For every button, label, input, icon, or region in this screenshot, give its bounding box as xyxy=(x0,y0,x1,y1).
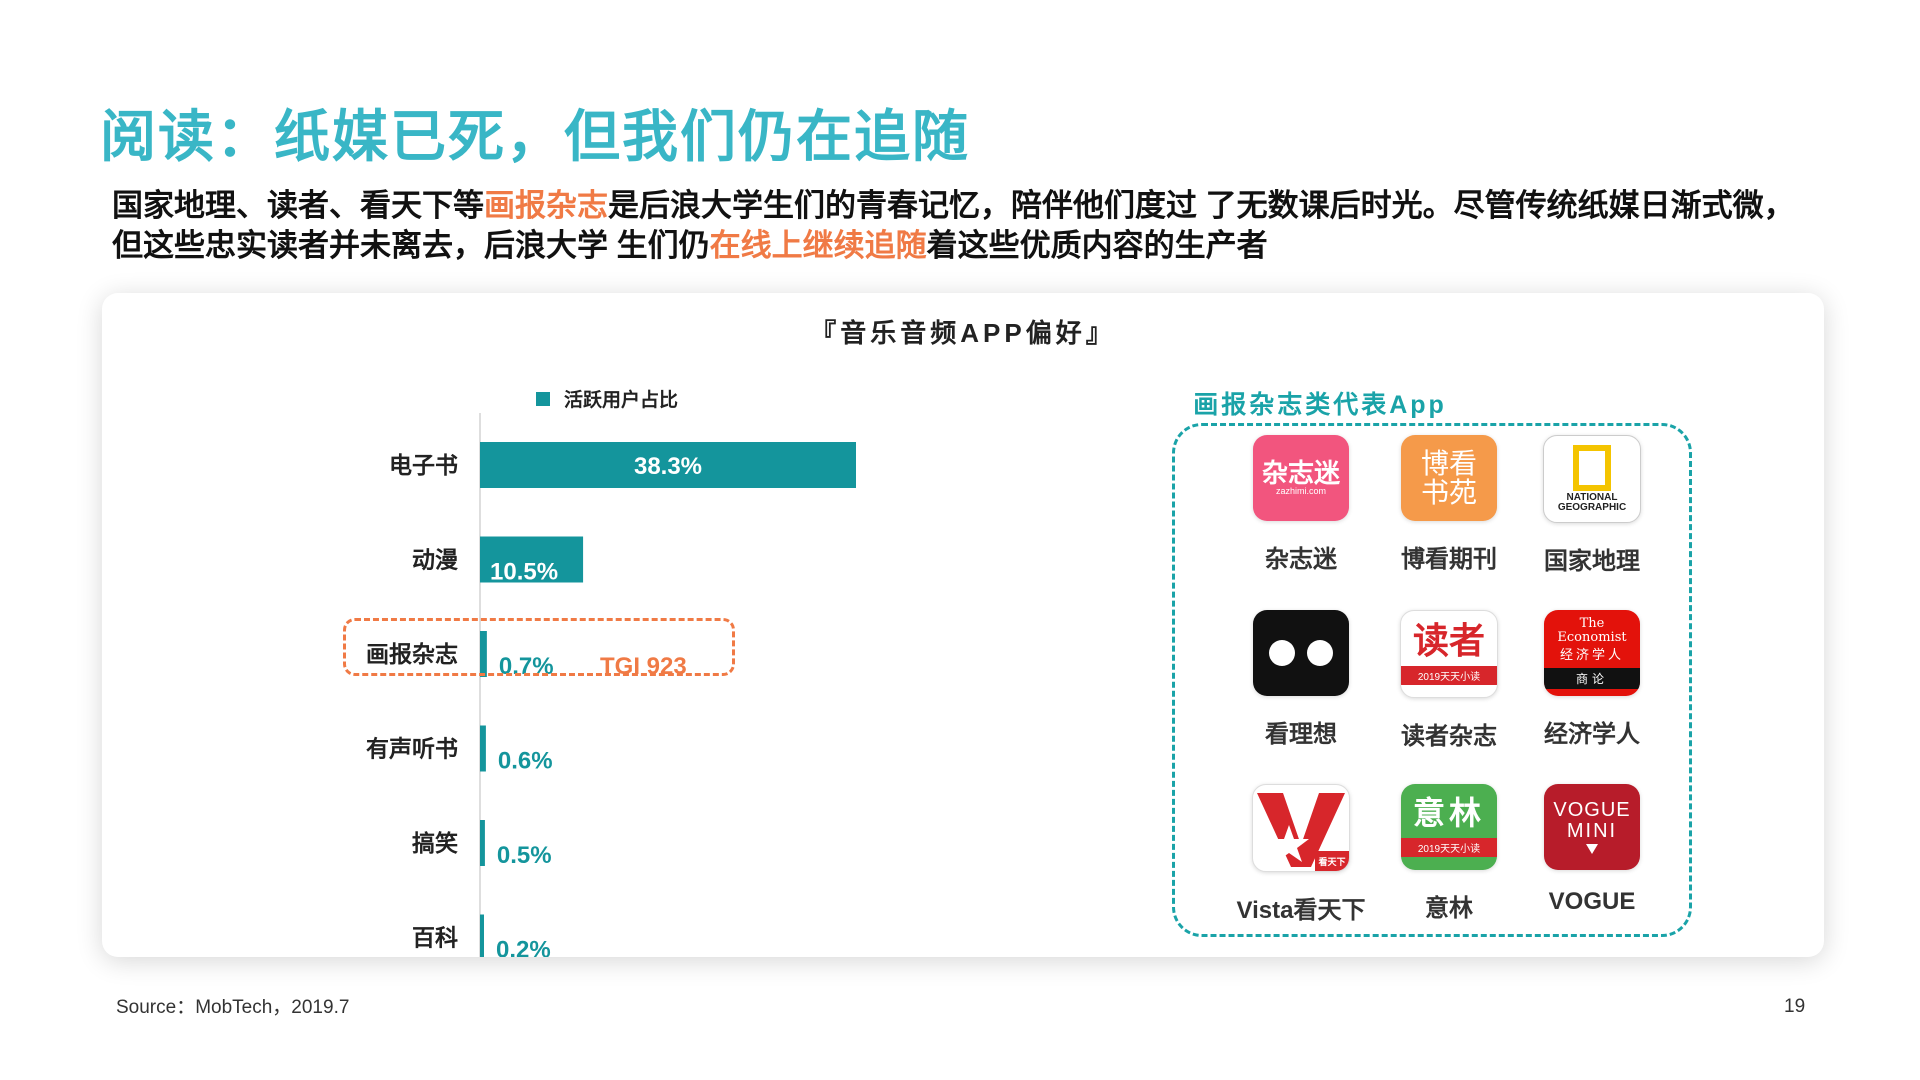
apps-title: 画报杂志类代表App xyxy=(1193,391,1447,419)
icon-text: MINI xyxy=(1566,820,1618,842)
page-title: 阅读：纸媒已死，但我们仍在追随 xyxy=(100,105,970,168)
category-label-5: 百科 xyxy=(412,925,458,951)
icon-text: The Economist xyxy=(1557,616,1627,645)
bar-0 xyxy=(480,442,856,488)
vogue-mini-icon: VOGUE MINI xyxy=(1544,784,1640,870)
app-item-1: 博看书苑 博看期刊 xyxy=(1374,435,1524,574)
kanlixiang-icon xyxy=(1253,610,1349,696)
value-label-3: 0.6% xyxy=(498,748,553,775)
category-label-0: 电子书 xyxy=(389,452,458,478)
icon-text: 经济学人 xyxy=(1559,647,1624,663)
source-note: Source：MobTech，2019.7 xyxy=(116,997,350,1018)
app-name: 国家地理 xyxy=(1544,548,1640,575)
app-item-5: The Economist 经济学人 商论 经济学人 xyxy=(1517,610,1667,749)
vista-v-glyph: 看天下 xyxy=(1257,793,1349,871)
tgi-highlight-box xyxy=(343,618,735,676)
icon-text: 杂志迷 xyxy=(1261,457,1340,488)
app-name: VOGUE xyxy=(1548,888,1636,915)
legend-label: 活跃用户占比 xyxy=(564,390,679,411)
subtitle-text-2: 是后浪大学生们的青春记忆，陪伴他们度过 了无数课后时光。尽管传统纸媒日渐式微，但… xyxy=(112,188,1795,263)
value-label-4: 0.5% xyxy=(497,842,552,869)
content-card: 『音乐音频APP偏好』 活跃用户占比 电子书 38.3% 动漫 10.5% 画报杂志 0.… xyxy=(102,293,1824,957)
app-item-2: NATIONAL GEOGRAPHIC 国家地理 xyxy=(1517,435,1667,576)
app-item-8: VOGUE MINI VOGUE xyxy=(1517,784,1667,916)
page-number: 19 xyxy=(1784,996,1806,1017)
bar-2 xyxy=(480,631,487,677)
icon-banner: 商论 xyxy=(1544,667,1640,689)
icon-text: VOGUE xyxy=(1553,799,1631,821)
icon-text: 意林 xyxy=(1412,793,1485,832)
app-item-7: 意林 2019天天小读 意林 xyxy=(1374,784,1524,923)
icon-text: 博看书苑 xyxy=(1420,447,1477,508)
app-name: 经济学人 xyxy=(1544,721,1640,748)
legend-swatch xyxy=(536,391,550,406)
icon-text: 读者 xyxy=(1412,619,1485,662)
bar-5 xyxy=(480,914,484,957)
subtitle-text-1: 国家地理、读者、看天下等 xyxy=(112,188,484,223)
national-geographic-icon: NATIONAL GEOGRAPHIC xyxy=(1543,435,1641,523)
bookan-icon: 博看书苑 xyxy=(1401,435,1497,521)
subtitle-highlight-2: 在线上继续追随 xyxy=(709,228,927,263)
app-item-3: 看理想 xyxy=(1226,610,1376,749)
app-name: 读者杂志 xyxy=(1401,723,1497,750)
icon-text: 看天下 xyxy=(1318,856,1345,867)
zazhimi-icon: 杂志迷 zazhimi.com xyxy=(1253,435,1349,521)
yilin-icon: 意林 2019天天小读 xyxy=(1401,784,1497,870)
icon-text: NATIONAL GEOGRAPHIC xyxy=(1557,492,1627,513)
icon-banner: 2019天天小读 xyxy=(1401,666,1497,686)
chart-legend: 活跃用户占比 xyxy=(536,385,678,412)
triangle-glyph xyxy=(1586,844,1598,854)
category-label-2: 画报杂志 xyxy=(366,641,458,667)
app-item-0: 杂志迷 zazhimi.com 杂志迷 xyxy=(1226,435,1376,574)
app-name: 杂志迷 xyxy=(1265,546,1337,573)
bar-3 xyxy=(480,725,486,772)
yellow-frame xyxy=(1573,445,1611,491)
app-item-4: 读者 2019天天小读读者杂志 xyxy=(1374,610,1524,751)
icon-banner: 2019天天小读 xyxy=(1401,838,1497,858)
app-item-6: 看天下 Vista看天下 xyxy=(1226,784,1376,925)
chart-title: 『音乐音频APP偏好』 xyxy=(810,318,1116,348)
economist-icon: The Economist 经济学人商论 xyxy=(1544,610,1640,696)
value-label-0: 38.3% xyxy=(634,453,702,480)
apps-panel xyxy=(1172,423,1692,937)
page-subtitle: 国家地理、读者、看天下等画报杂志是后浪大学生们的青春记忆，陪伴他们度过 了无数课… xyxy=(112,186,1812,266)
dots-glyph xyxy=(1269,640,1333,666)
duzhe-icon: 读者 2019天天小读 xyxy=(1400,610,1498,698)
subtitle-text-3: 着这些优质内容的生产者 xyxy=(926,228,1268,263)
icon-text: zazhimi.com xyxy=(1275,485,1326,496)
value-label-1: 10.5% xyxy=(490,559,558,586)
bar-1 xyxy=(480,536,584,583)
vista-icon: 看天下 xyxy=(1252,784,1350,872)
app-name: 看理想 xyxy=(1265,721,1337,748)
app-name: 意林 xyxy=(1425,895,1473,922)
category-label-1: 动漫 xyxy=(412,547,458,573)
app-name: Vista看天下 xyxy=(1236,897,1366,924)
category-label-3: 有声听书 xyxy=(366,736,458,762)
bar-4 xyxy=(480,820,485,866)
category-label-4: 搞笑 xyxy=(412,830,458,856)
subtitle-highlight-1: 画报杂志 xyxy=(484,188,608,223)
value-label-5: 0.2% xyxy=(496,937,551,958)
app-name: 博看期刊 xyxy=(1401,546,1497,573)
